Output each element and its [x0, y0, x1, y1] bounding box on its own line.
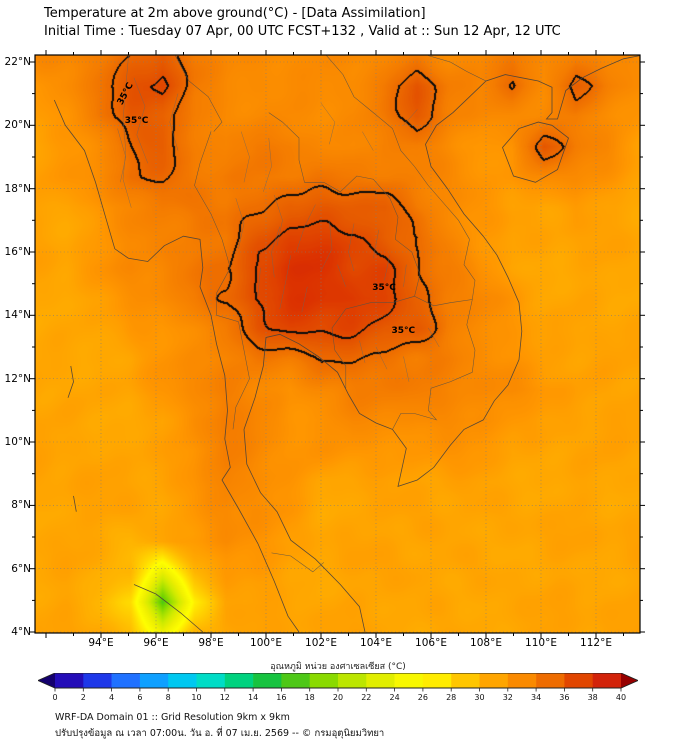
lat-tick-label: 8°N — [11, 499, 31, 512]
colorbar-tick-label: 38 — [587, 693, 598, 702]
grid-lines — [35, 55, 640, 633]
colorbar-gradient — [55, 673, 622, 688]
lon-tick-label: 102°E — [305, 637, 337, 649]
lat-tick-label: 12°N — [4, 372, 31, 385]
colorbar-tick-label: 0 — [52, 693, 58, 702]
colorbar-tick-label: 22 — [361, 693, 372, 702]
colorbar-tick-label: 28 — [446, 693, 457, 702]
colorbar-tick-label: 34 — [531, 693, 542, 702]
lat-tick-label: 10°N — [4, 436, 31, 449]
colorbar-tick-label: 36 — [559, 693, 570, 702]
lat-tick-label: 22°N — [4, 55, 31, 68]
lat-tick-label: 20°N — [4, 119, 31, 132]
footer-update-info: ปรับปรุงข้อมูล ณ เวลา 07:00น. วัน อ. ที่… — [55, 728, 385, 739]
lat-tick-label: 18°N — [4, 182, 31, 195]
lon-tick-label: 110°E — [525, 637, 557, 649]
page-title: Temperature at 2m above ground(°C) - [Da… — [44, 6, 426, 21]
country-border-paths — [175, 55, 487, 573]
colorbar-tick-label: 20 — [332, 693, 344, 702]
colorbar-tick-label: 12 — [219, 693, 230, 702]
lat-tick-label: 16°N — [4, 245, 31, 258]
colorbar-under-arrow — [38, 673, 55, 688]
colorbar-tick-label: 10 — [191, 693, 202, 702]
lat-tick-label: 4°N — [11, 626, 31, 639]
colorbar-tick-label: 6 — [137, 693, 143, 702]
map-frame — [34, 54, 641, 634]
colorbar-tick-label: 8 — [165, 693, 171, 702]
colorbar-svg — [38, 673, 638, 692]
lon-tick-label: 96°E — [143, 637, 169, 649]
lon-tick-label: 112°E — [580, 637, 612, 649]
lon-tick-label: 106°E — [415, 637, 447, 649]
axis-ticks — [30, 50, 645, 638]
colorbar-tick-label: 24 — [389, 693, 400, 702]
map-plot-area: 35°C 35°C 35°C 35°C — [30, 50, 645, 638]
colorbar-tick-label: 16 — [276, 693, 287, 702]
footer-model-info: WRF-DA Domain 01 :: Grid Resolution 9km … — [55, 712, 290, 723]
colorbar-title: อุณหภูมิ หน่วย องศาเซลเซียส (°C) — [270, 662, 406, 672]
page-subtitle: Initial Time : Tuesday 07 Apr, 00 UTC FC… — [44, 24, 561, 39]
colorbar-ticks — [54, 688, 622, 692]
colorbar-tick-label: 4 — [109, 693, 115, 702]
colorbar-tick-label: 30 — [474, 693, 485, 702]
colorbar-tick-label: 32 — [502, 693, 513, 702]
lat-tick-label: 14°N — [4, 309, 31, 322]
lon-tick-label: 100°E — [250, 637, 282, 649]
lon-tick-label: 94°E — [88, 637, 114, 649]
lon-tick-label: 108°E — [470, 637, 502, 649]
coastline-paths — [53, 55, 641, 633]
temperature-heatmap-canvas — [35, 55, 640, 633]
colorbar-tick-label: 14 — [248, 693, 259, 702]
map-overlay-svg — [30, 50, 645, 638]
lon-tick-label: 98°E — [198, 637, 224, 649]
province-border-paths — [117, 55, 440, 382]
colorbar-tick-label: 40 — [615, 693, 627, 702]
lon-tick-label: 104°E — [360, 637, 392, 649]
colorbar-tick-label: 26 — [417, 693, 428, 702]
lat-tick-label: 6°N — [11, 562, 31, 575]
colorbar-tick-label: 18 — [304, 693, 315, 702]
colorbar-over-arrow — [621, 673, 638, 688]
colorbar-tick-label: 2 — [80, 693, 86, 702]
